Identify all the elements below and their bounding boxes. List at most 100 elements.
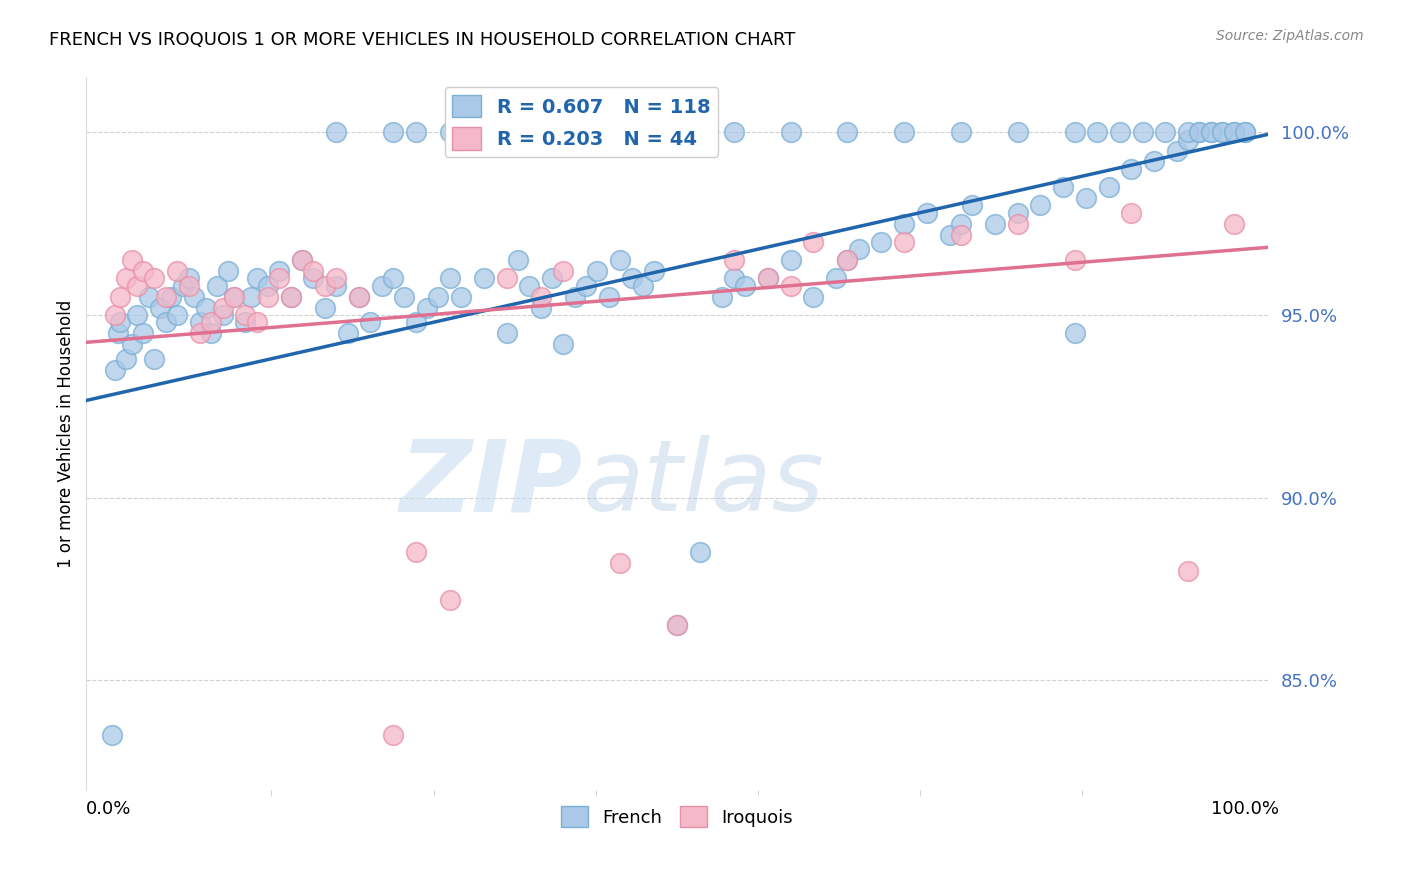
Point xyxy=(439,125,461,139)
Point xyxy=(734,278,756,293)
Point xyxy=(801,235,824,249)
Point xyxy=(1097,180,1119,194)
Point xyxy=(166,308,188,322)
Point xyxy=(1166,144,1188,158)
Point xyxy=(127,308,149,322)
Point xyxy=(382,271,405,285)
Point xyxy=(347,290,370,304)
Point xyxy=(302,264,325,278)
Point xyxy=(1109,125,1132,139)
Point xyxy=(631,278,654,293)
Point xyxy=(314,278,336,293)
Point xyxy=(1177,132,1199,146)
Point xyxy=(620,271,643,285)
Point xyxy=(1222,125,1244,139)
Point xyxy=(1177,564,1199,578)
Point xyxy=(177,271,200,285)
Point xyxy=(291,253,314,268)
Point xyxy=(517,278,540,293)
Point xyxy=(962,198,984,212)
Point xyxy=(756,271,779,285)
Point xyxy=(893,125,915,139)
Point xyxy=(1143,154,1166,169)
Point xyxy=(101,728,124,742)
Point xyxy=(1222,125,1244,139)
Point xyxy=(984,217,1007,231)
Point xyxy=(530,301,553,315)
Point xyxy=(1211,125,1233,139)
Point xyxy=(347,290,370,304)
Point xyxy=(155,290,177,304)
Point xyxy=(1188,125,1211,139)
Point xyxy=(155,315,177,329)
Point xyxy=(870,235,893,249)
Point xyxy=(1188,125,1211,139)
Point xyxy=(553,337,575,351)
Point xyxy=(665,125,688,139)
Point xyxy=(359,315,381,329)
Point xyxy=(801,290,824,304)
Point xyxy=(1029,198,1052,212)
Point xyxy=(183,290,205,304)
Point xyxy=(949,227,972,242)
Point xyxy=(370,278,392,293)
Y-axis label: 1 or more Vehicles in Household: 1 or more Vehicles in Household xyxy=(58,300,75,568)
Point xyxy=(779,125,801,139)
Point xyxy=(132,264,155,278)
Point xyxy=(314,301,336,315)
Point xyxy=(325,278,347,293)
Point xyxy=(609,253,631,268)
Point xyxy=(302,271,325,285)
Point xyxy=(280,290,302,304)
Point xyxy=(291,253,314,268)
Point xyxy=(325,125,347,139)
Point xyxy=(160,290,183,304)
Point xyxy=(506,253,529,268)
Point xyxy=(107,326,129,341)
Point xyxy=(416,301,439,315)
Point xyxy=(665,618,688,632)
Point xyxy=(382,728,405,742)
Point xyxy=(205,278,228,293)
Point xyxy=(575,278,598,293)
Point xyxy=(110,290,132,304)
Point xyxy=(1177,125,1199,139)
Point xyxy=(495,125,517,139)
Point xyxy=(723,253,745,268)
Point xyxy=(336,326,359,341)
Point xyxy=(915,205,938,219)
Point xyxy=(382,125,405,139)
Point xyxy=(246,271,269,285)
Legend: French, Iroquois: French, Iroquois xyxy=(554,799,800,834)
Point xyxy=(553,264,575,278)
Point xyxy=(222,290,245,304)
Point xyxy=(1121,205,1143,219)
Point xyxy=(143,351,166,366)
Point xyxy=(1074,191,1097,205)
Point xyxy=(1063,326,1085,341)
Point xyxy=(233,308,256,322)
Point xyxy=(439,593,461,607)
Point xyxy=(756,271,779,285)
Point xyxy=(240,290,263,304)
Point xyxy=(779,278,801,293)
Point xyxy=(893,235,915,249)
Point xyxy=(1154,125,1177,139)
Point xyxy=(495,326,517,341)
Point xyxy=(172,278,194,293)
Point xyxy=(541,271,564,285)
Point xyxy=(837,253,859,268)
Point xyxy=(177,278,200,293)
Point xyxy=(530,290,553,304)
Point xyxy=(553,125,575,139)
Point xyxy=(132,326,155,341)
Point xyxy=(665,618,688,632)
Point xyxy=(394,290,416,304)
Point xyxy=(110,315,132,329)
Point xyxy=(1007,205,1029,219)
Point xyxy=(938,227,960,242)
Point xyxy=(217,264,239,278)
Point xyxy=(269,271,291,285)
Point xyxy=(1063,253,1085,268)
Point xyxy=(837,125,859,139)
